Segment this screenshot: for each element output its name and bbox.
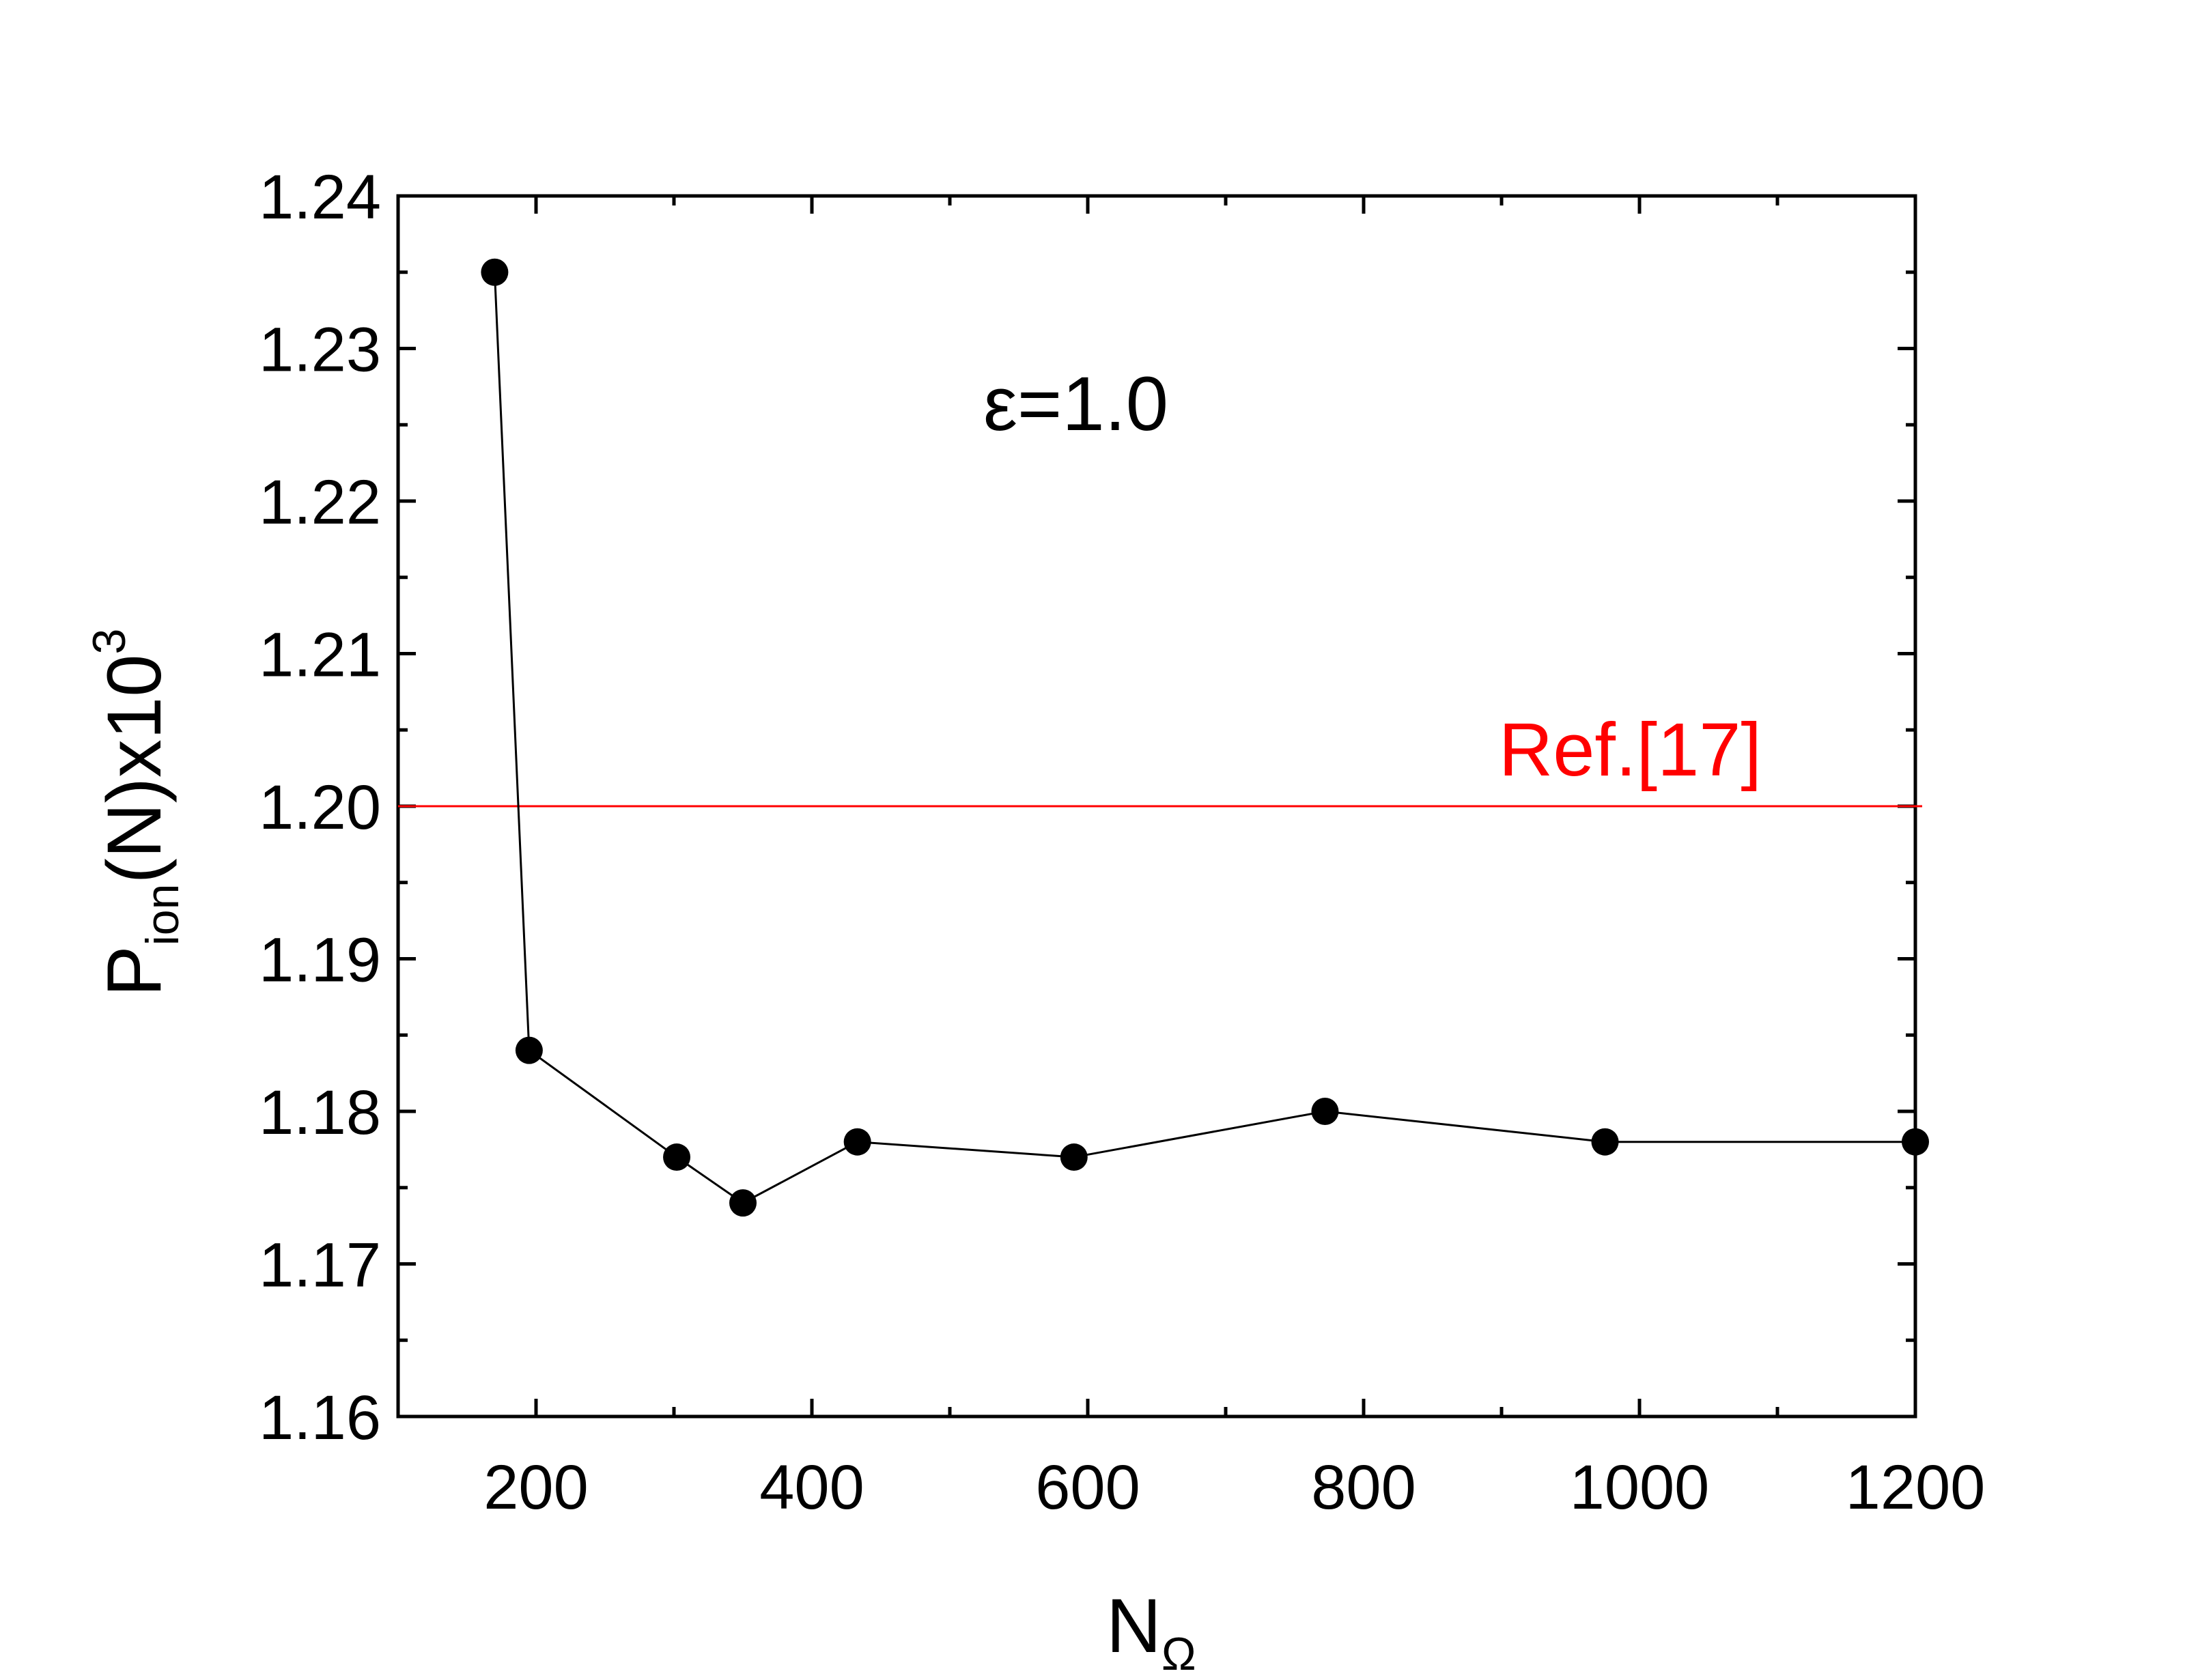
x-tick-label: 400 xyxy=(759,1453,864,1522)
y-axis-title-middle: (N)x10 xyxy=(92,654,177,883)
data-point xyxy=(1311,1098,1339,1125)
y-axis-title: Pion(N)x103 xyxy=(83,629,188,997)
x-axis-title: NΩ xyxy=(1106,1583,1196,1680)
y-tick-label: 1.22 xyxy=(259,468,381,537)
y-tick-label: 1.24 xyxy=(259,162,381,232)
data-point xyxy=(663,1143,691,1171)
data-point xyxy=(1591,1128,1619,1156)
y-axis-title-subscript: ion xyxy=(137,884,188,946)
y-tick-label: 1.23 xyxy=(259,315,381,385)
x-axis-title-main: N xyxy=(1106,1583,1162,1668)
y-axis-title-main: P xyxy=(92,945,177,997)
y-tick-label: 1.21 xyxy=(259,621,381,690)
data-point xyxy=(1902,1128,1929,1156)
y-tick-label: 1.17 xyxy=(259,1231,381,1300)
y-axis-title-superscript: 3 xyxy=(83,629,135,655)
x-tick-label: 1000 xyxy=(1570,1453,1710,1522)
x-tick-label: 800 xyxy=(1311,1453,1416,1522)
data-point xyxy=(1060,1143,1088,1171)
y-axis-tick-labels: 1.16 1.17 1.18 1.19 1.20 1.21 1.22 1.23 1.24 xyxy=(259,162,381,1453)
reference-line-label: Ref.[17] xyxy=(1499,708,1762,792)
data-point xyxy=(481,258,509,286)
data-point xyxy=(515,1036,543,1064)
x-tick-label: 1200 xyxy=(1846,1453,1986,1522)
y-tick-label: 1.18 xyxy=(259,1078,381,1148)
x-axis-title-subscript: Ω xyxy=(1162,1628,1196,1680)
y-tick-label: 1.19 xyxy=(259,926,381,995)
series-points xyxy=(481,258,1929,1217)
y-tick-label: 1.20 xyxy=(259,773,381,842)
data-point xyxy=(729,1189,757,1217)
annotation-epsilon: ε=1.0 xyxy=(983,361,1168,446)
y-axis-ticks xyxy=(398,194,1915,1419)
x-tick-label: 200 xyxy=(483,1453,589,1522)
x-tick-label: 600 xyxy=(1035,1453,1140,1522)
data-point xyxy=(843,1128,871,1156)
y-tick-label: 1.16 xyxy=(259,1383,381,1453)
x-axis-tick-labels: 200 400 600 800 1000 1200 xyxy=(483,1453,1985,1522)
